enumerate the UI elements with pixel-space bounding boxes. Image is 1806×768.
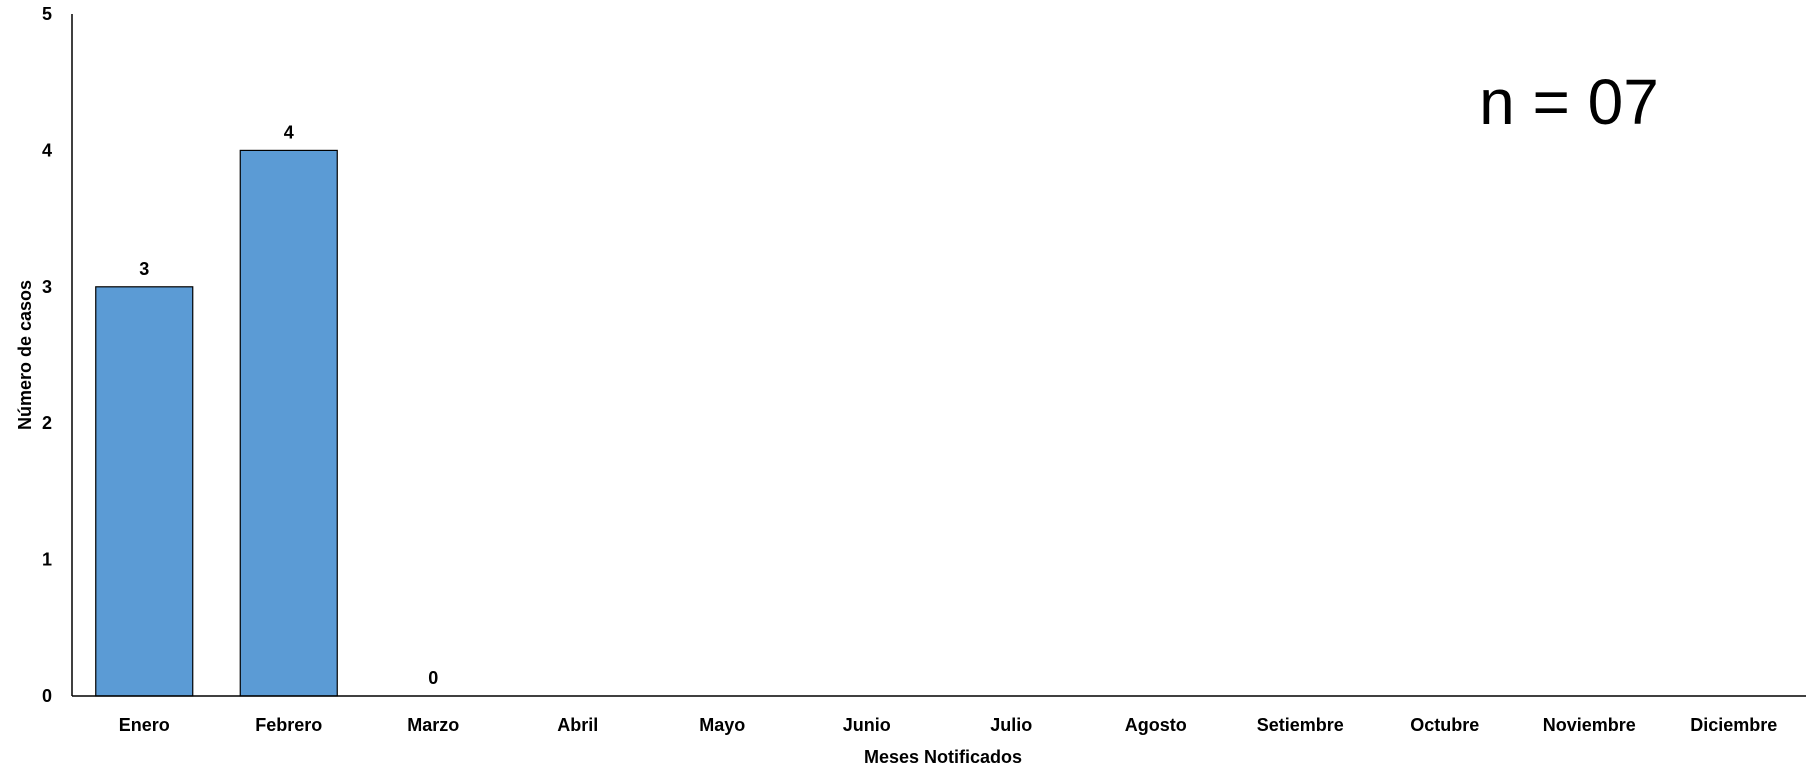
y-tick-label: 2 bbox=[42, 413, 52, 433]
data-label: 0 bbox=[428, 668, 438, 688]
x-axis-title: Meses Notificados bbox=[864, 747, 1022, 767]
x-tick-label: Enero bbox=[119, 715, 170, 735]
x-axis-ticks: Enero Febrero Marzo Abril Mayo Junio Julio Agos… bbox=[119, 715, 1778, 735]
y-axis-title: Número de casos bbox=[15, 280, 35, 430]
y-axis-ticks: 0 1 2 3 4 5 bbox=[42, 4, 52, 706]
y-tick-label: 5 bbox=[42, 4, 52, 24]
x-tick-label: Diciembre bbox=[1690, 715, 1777, 735]
y-tick-label: 3 bbox=[42, 277, 52, 297]
y-tick-label: 0 bbox=[42, 686, 52, 706]
x-tick-label: Noviembre bbox=[1543, 715, 1636, 735]
x-tick-label: Mayo bbox=[699, 715, 745, 735]
y-tick-label: 1 bbox=[42, 550, 52, 570]
bars-group bbox=[95, 149, 338, 697]
x-tick-label: Agosto bbox=[1125, 715, 1187, 735]
x-tick-label: Marzo bbox=[407, 715, 459, 735]
sample-size-annotation: n = 07 bbox=[1479, 66, 1659, 138]
data-label: 4 bbox=[284, 122, 294, 142]
bar bbox=[239, 149, 338, 697]
x-tick-label: Julio bbox=[990, 715, 1032, 735]
bar bbox=[95, 286, 194, 697]
x-tick-label: Febrero bbox=[255, 715, 322, 735]
x-tick-label: Junio bbox=[843, 715, 891, 735]
y-tick-label: 4 bbox=[42, 140, 52, 160]
x-tick-label: Setiembre bbox=[1257, 715, 1344, 735]
data-labels-group: 3 4 0 bbox=[139, 122, 438, 688]
x-tick-label: Octubre bbox=[1410, 715, 1479, 735]
data-label: 3 bbox=[139, 259, 149, 279]
x-tick-label: Abril bbox=[557, 715, 598, 735]
